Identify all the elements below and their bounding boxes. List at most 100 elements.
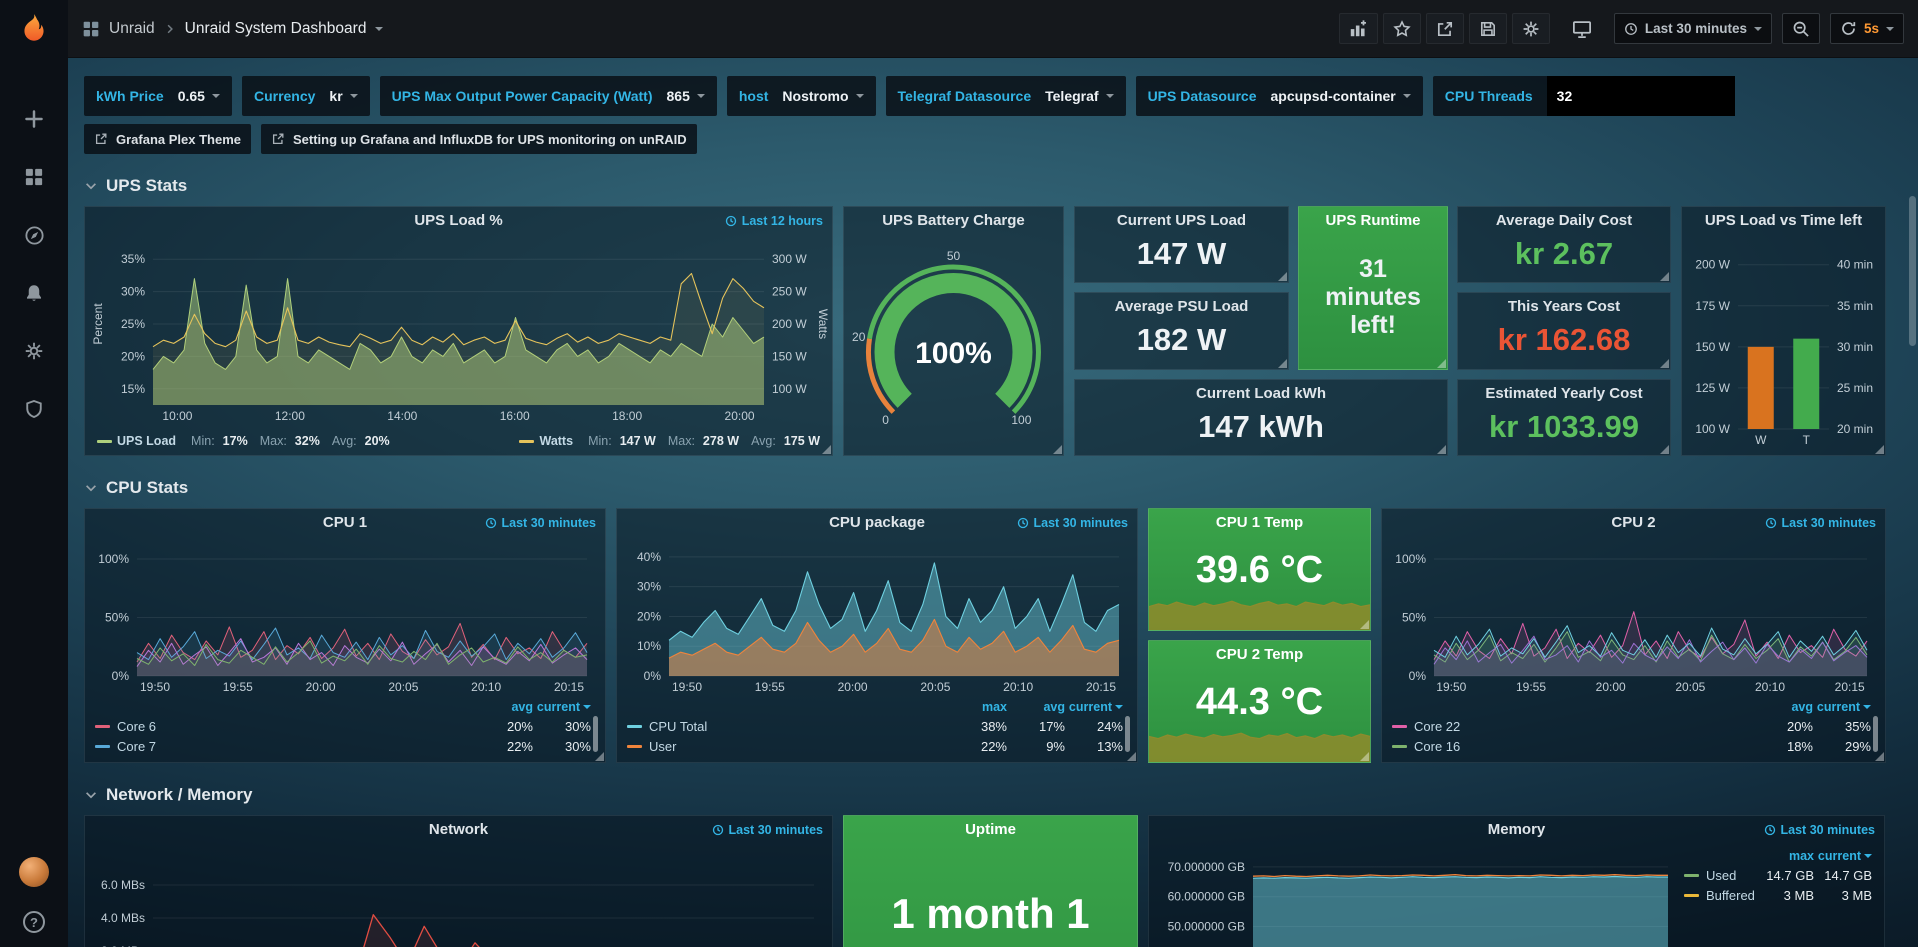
legend-row[interactable]: Core 722%30% bbox=[95, 736, 591, 756]
panel-ups-battery-charge: UPS Battery Charge 02050100100% bbox=[843, 206, 1064, 456]
stat-value: 182 W bbox=[1075, 320, 1288, 368]
panel-resize-handle[interactable] bbox=[822, 445, 831, 454]
panel-resize-handle[interactable] bbox=[1360, 620, 1369, 629]
panel-resize-handle[interactable] bbox=[1660, 445, 1669, 454]
panel-title[interactable]: UPS Load vs Time left bbox=[1682, 207, 1885, 234]
dashboards-grid-icon bbox=[24, 167, 44, 187]
memory-chart[interactable]: 50.000000 GB60.000000 GB70.000000 GB19:5… bbox=[1153, 844, 1676, 947]
svg-text:150 W: 150 W bbox=[1695, 340, 1730, 354]
legend-item[interactable]: UPS Load Min:17% Max:32% Avg:20% bbox=[97, 434, 390, 448]
legend-row[interactable]: Core 1618%29% bbox=[1392, 736, 1871, 756]
legend-row[interactable]: CPU Total38%17%24% bbox=[627, 716, 1123, 736]
legend-row[interactable]: Buffered3 MB3 MB bbox=[1684, 885, 1872, 905]
panel-resize-handle[interactable] bbox=[1660, 272, 1669, 281]
legend-row[interactable]: User22%9%13% bbox=[627, 736, 1123, 756]
svg-text:20:15: 20:15 bbox=[1086, 680, 1116, 694]
panel-title[interactable]: UPS Load % bbox=[85, 207, 832, 234]
grafana-logo[interactable] bbox=[0, 0, 68, 58]
breadcrumb-app[interactable]: Unraid bbox=[109, 20, 155, 38]
cpu1-chart[interactable]: 0%50%100%19:5019:5520:0020:0520:1020:15 bbox=[89, 537, 601, 694]
svg-text:0%: 0% bbox=[112, 669, 130, 683]
sidebar-item-create[interactable] bbox=[21, 106, 47, 132]
section-cpu-stats[interactable]: CPU Stats bbox=[84, 478, 1894, 498]
sidebar-item-dashboards[interactable] bbox=[21, 164, 47, 190]
star-button[interactable] bbox=[1383, 13, 1421, 44]
share-button[interactable] bbox=[1426, 13, 1464, 44]
panel-title[interactable]: Estimated Yearly Cost bbox=[1458, 380, 1670, 407]
gear-icon bbox=[24, 341, 44, 361]
variable-host[interactable]: hostNostromo bbox=[727, 76, 876, 116]
sidebar-item-configuration[interactable] bbox=[21, 338, 47, 364]
cpu-package-chart[interactable]: 0%10%20%30%40%19:5019:5520:0020:0520:102… bbox=[621, 537, 1133, 694]
ups-load-chart[interactable]: 15%20%25%30%35%100 W150 W200 W250 W300 W… bbox=[89, 235, 828, 423]
panel-resize-handle[interactable] bbox=[1127, 752, 1136, 761]
panel-resize-handle[interactable] bbox=[595, 752, 604, 761]
variable-ups-datasource[interactable]: UPS Datasourceapcupsd-container bbox=[1136, 76, 1423, 116]
svg-text:25%: 25% bbox=[121, 317, 145, 331]
panel-resize-handle[interactable] bbox=[1437, 359, 1446, 368]
panel-resize-handle[interactable] bbox=[1875, 752, 1884, 761]
sidebar-item-alerting[interactable] bbox=[21, 280, 47, 306]
nav-controls: Last 30 minutes 5s bbox=[1339, 13, 1904, 44]
legend-scrollbar[interactable] bbox=[593, 716, 598, 752]
chevron-down-icon bbox=[1403, 94, 1411, 98]
panel-title[interactable]: UPS Battery Charge bbox=[844, 207, 1063, 234]
link-ups-monitoring-guide[interactable]: Setting up Grafana and InfluxDB for UPS … bbox=[261, 124, 697, 154]
dashboard-settings-button[interactable] bbox=[1512, 13, 1550, 44]
tv-mode-button[interactable] bbox=[1563, 13, 1601, 44]
panel-resize-handle[interactable] bbox=[1278, 272, 1287, 281]
panel-title[interactable]: Average Daily Cost bbox=[1458, 207, 1670, 234]
zoom-out-button[interactable] bbox=[1782, 13, 1820, 44]
svg-text:150 W: 150 W bbox=[772, 349, 807, 363]
help-icon[interactable]: ? bbox=[23, 911, 45, 933]
refresh-button[interactable]: 5s bbox=[1830, 13, 1904, 44]
panel-title[interactable]: This Years Cost bbox=[1458, 293, 1670, 320]
legend-item[interactable]: Watts Min:147 W Max:278 W Avg:175 W bbox=[519, 434, 820, 448]
panel-resize-handle[interactable] bbox=[1278, 359, 1287, 368]
variable-ups-max-output[interactable]: UPS Max Output Power Capacity (Watt)865 bbox=[380, 76, 717, 116]
add-panel-button[interactable] bbox=[1339, 13, 1378, 44]
chevron-down-icon bbox=[84, 788, 98, 802]
legend-row[interactable]: Used14.7 GB14.7 GB bbox=[1684, 865, 1872, 885]
panel-title[interactable]: Average PSU Load bbox=[1075, 293, 1288, 320]
page-scrollbar[interactable] bbox=[1909, 196, 1916, 346]
panel-title[interactable]: CPU 2 Temp bbox=[1149, 641, 1370, 668]
sidebar-item-server-admin[interactable] bbox=[21, 396, 47, 422]
variable-value: 865 bbox=[667, 88, 690, 104]
stat-value: 147 W bbox=[1075, 234, 1288, 282]
panel-resize-handle[interactable] bbox=[1875, 445, 1884, 454]
panel-title[interactable]: Current Load kWh bbox=[1075, 380, 1447, 407]
sidebar-item-explore[interactable] bbox=[21, 222, 47, 248]
panel-title[interactable]: UPS Runtime bbox=[1299, 207, 1447, 234]
variable-currency[interactable]: Currencykr bbox=[242, 76, 370, 116]
breadcrumb-dashboard-title[interactable]: Unraid System Dashboard bbox=[185, 20, 367, 38]
panel-this-years-cost: This Years Cost kr 162.68 bbox=[1457, 292, 1671, 369]
panel-title[interactable]: Current UPS Load bbox=[1075, 207, 1288, 234]
cpu2-chart[interactable]: 0%50%100%19:5019:5520:0020:0520:1020:15 bbox=[1386, 537, 1881, 694]
section-network-memory[interactable]: Network / Memory bbox=[84, 785, 1894, 805]
svg-text:200 W: 200 W bbox=[772, 317, 807, 331]
legend-row[interactable]: Core 2220%35% bbox=[1392, 716, 1871, 736]
panel-cpu-2-temp: CPU 2 Temp 44.3 °C bbox=[1148, 640, 1371, 763]
variable-telegraf-datasource[interactable]: Telegraf DatasourceTelegraf bbox=[886, 76, 1126, 116]
panel-resize-handle[interactable] bbox=[1660, 359, 1669, 368]
panel-title[interactable]: CPU 1 Temp bbox=[1149, 509, 1370, 536]
panel-resize-handle[interactable] bbox=[1053, 445, 1062, 454]
legend-scrollbar[interactable] bbox=[1125, 716, 1130, 752]
save-button[interactable] bbox=[1469, 13, 1507, 44]
sidebar: ? bbox=[0, 0, 68, 947]
legend-row[interactable]: Core 620%30% bbox=[95, 716, 591, 736]
link-grafana-plex-theme[interactable]: Grafana Plex Theme bbox=[84, 124, 251, 154]
network-chart[interactable]: 2.0 MBs4.0 MBs6.0 MBs19:5019:5520:0020:0… bbox=[89, 844, 828, 947]
chevron-down-icon[interactable] bbox=[375, 27, 383, 31]
panel-resize-handle[interactable] bbox=[1437, 445, 1446, 454]
variable-kwh-price[interactable]: kWh Price0.65 bbox=[84, 76, 232, 116]
clock-icon bbox=[1764, 824, 1776, 836]
user-avatar[interactable] bbox=[19, 857, 49, 887]
legend-scrollbar[interactable] bbox=[1873, 716, 1878, 752]
panel-title[interactable]: Uptime bbox=[844, 816, 1137, 843]
cpu-threads-input[interactable] bbox=[1547, 76, 1735, 116]
panel-resize-handle[interactable] bbox=[1360, 752, 1369, 761]
section-ups-stats[interactable]: UPS Stats bbox=[84, 176, 1894, 196]
time-range-picker[interactable]: Last 30 minutes bbox=[1614, 13, 1772, 44]
